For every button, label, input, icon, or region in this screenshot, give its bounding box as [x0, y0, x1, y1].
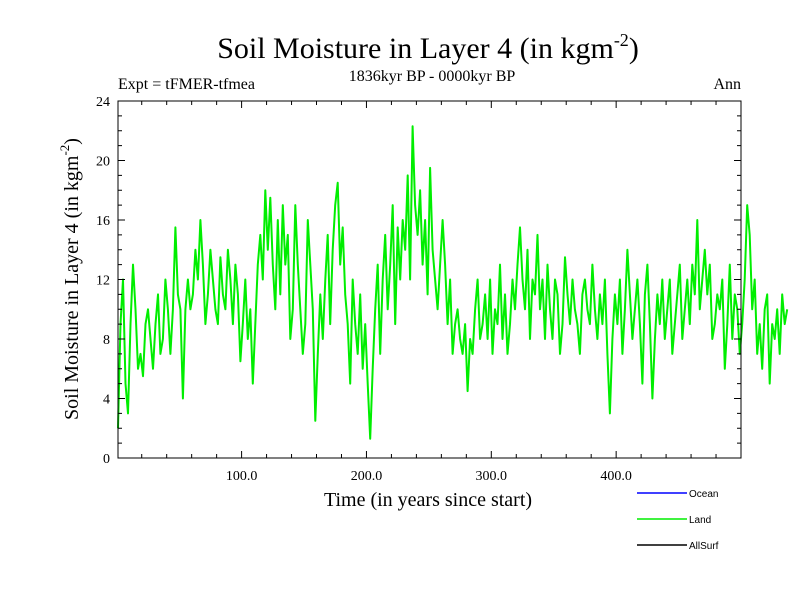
x-tick-label: 200.0 [351, 469, 383, 484]
x-axis-label: Time (in years since start) [324, 489, 532, 511]
chart-title-main: Soil Moisture in Layer 4 (in kgm [217, 32, 614, 65]
period-subtitle: 1836kyr BP - 0000kyr BP [349, 68, 516, 85]
y-tick-label: 8 [103, 333, 110, 348]
legend-label-land: Land [689, 515, 711, 526]
legend-label-ocean: Ocean [689, 489, 718, 500]
y-tick-label: 20 [96, 155, 110, 170]
y-axis-label-close: ) [61, 138, 83, 145]
y-tick-label: 12 [96, 274, 110, 289]
y-axis-label: Soil Moisture in Layer 4 (in kgm-2) [57, 138, 83, 420]
y-axis-label-main: Soil Moisture in Layer 4 (in kgm [61, 155, 83, 420]
chart-title-close: ) [629, 32, 639, 65]
y-tick-label: 4 [103, 393, 110, 408]
x-tick-label: 400.0 [600, 469, 632, 484]
x-tick-label: 300.0 [476, 469, 508, 484]
y-tick-label: 0 [103, 452, 110, 467]
legend: Ocean Land AllSurf [637, 489, 719, 552]
experiment-label: Expt = tFMER-tfmea [118, 76, 255, 93]
x-tick-label: 100.0 [226, 469, 258, 484]
season-label: Ann [713, 76, 741, 93]
y-axis-label-superscript: -2 [57, 145, 72, 156]
chart-title-superscript: -2 [614, 30, 629, 50]
plot-area: 0 4 8 12 16 20 24 100.0 200.0 300.0 400.0 [96, 95, 789, 484]
y-tick-label: 24 [96, 95, 110, 110]
series-line-land [117, 125, 789, 440]
chart-title: Soil Moisture in Layer 4 (in kgm-2) [217, 30, 639, 65]
legend-label-allsurf: AllSurf [689, 541, 719, 552]
y-tick-label: 16 [96, 214, 110, 229]
